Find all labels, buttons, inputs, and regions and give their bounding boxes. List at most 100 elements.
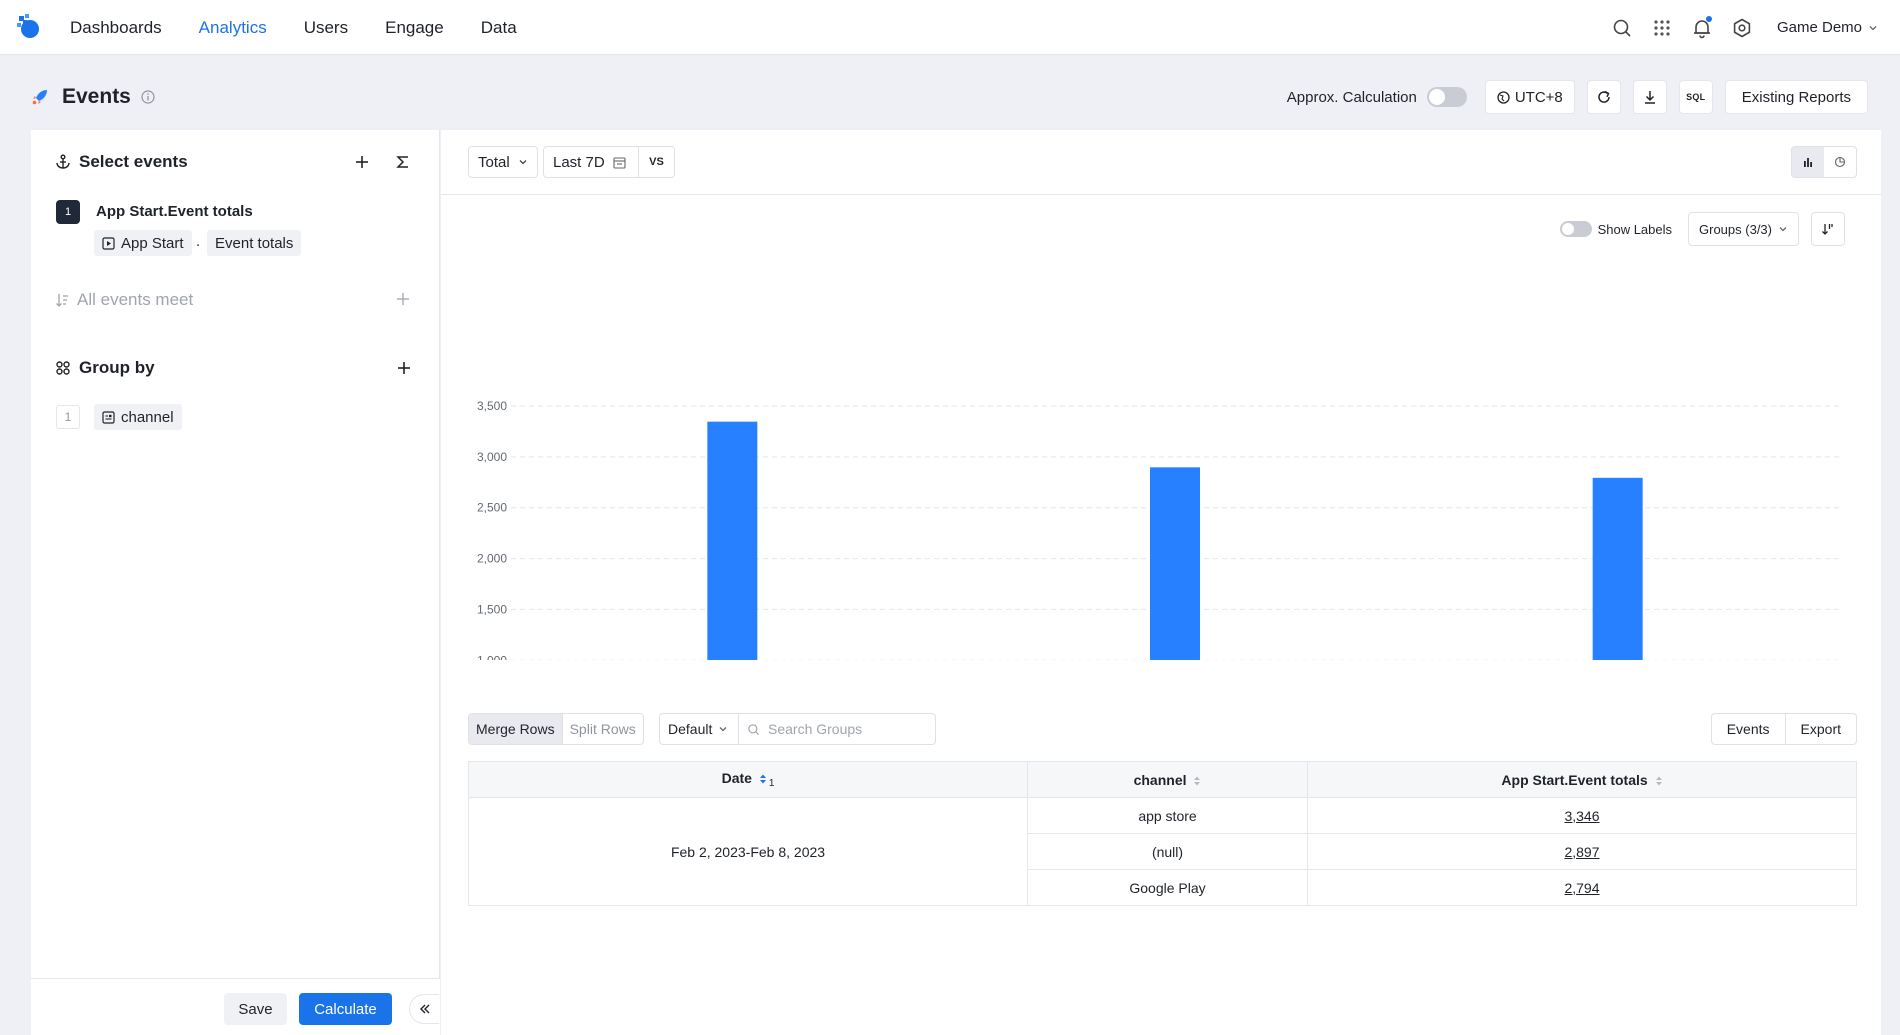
date-column-header[interactable]: Date 1 <box>468 761 1028 798</box>
group-icon <box>56 361 70 375</box>
existing-reports-button[interactable]: Existing Reports <box>1724 80 1868 114</box>
sort-icon <box>1822 224 1833 235</box>
merge-rows-button[interactable]: Merge Rows <box>469 714 563 744</box>
sigma-icon <box>396 156 408 168</box>
channel-cell: Google Play <box>1027 869 1308 906</box>
formula-button[interactable] <box>396 154 410 170</box>
filter-icon <box>56 294 68 307</box>
search-icon[interactable] <box>1611 17 1633 39</box>
chip-separator: . <box>196 233 201 250</box>
date-range-picker[interactable]: Last 7D <box>543 146 639 178</box>
events-button[interactable]: Events <box>1712 714 1786 744</box>
timezone-button[interactable]: UTC+8 <box>1484 80 1575 114</box>
nav-users[interactable]: Users <box>303 17 349 37</box>
table-row: Google Play 2,794 <box>469 869 1857 906</box>
top-nav: Dashboards Analytics Users Engage Data G… <box>0 0 1900 55</box>
apps-grid-icon[interactable] <box>1651 17 1673 39</box>
nav-data[interactable]: Data <box>480 17 517 37</box>
metric-chip-label: Event totals <box>215 234 294 252</box>
plus-icon <box>397 293 409 305</box>
date-range-cell: Feb 2, 2023-Feb 8, 2023 <box>468 797 1028 906</box>
y-tick-label: 1,000 <box>477 653 507 660</box>
chart-sort-button[interactable] <box>1811 212 1845 246</box>
nav-dashboards[interactable]: Dashboards <box>70 17 162 37</box>
group-property-chip[interactable]: channel <box>94 404 182 430</box>
page-title: Events <box>62 85 131 108</box>
refresh-button[interactable] <box>1586 80 1621 114</box>
channel-column-header[interactable]: channel <box>1027 761 1308 798</box>
value-link[interactable]: 2,794 <box>1564 879 1600 896</box>
event-chip-label: App Start <box>121 234 184 252</box>
add-group-button[interactable] <box>396 360 412 376</box>
table-sort-select[interactable]: Default <box>659 713 739 745</box>
approx-calculation-toggle[interactable] <box>1426 87 1467 107</box>
chevron-down-icon <box>1869 25 1877 30</box>
aggregation-label: Total <box>478 153 510 171</box>
select-events-header: Select events <box>55 152 188 172</box>
value-link[interactable]: 2,897 <box>1564 843 1600 860</box>
all-events-meet-header[interactable]: All events meet <box>55 290 193 310</box>
value-cell: 3,346 <box>1307 797 1857 834</box>
search-groups-input[interactable] <box>768 721 918 737</box>
show-labels-label: Show Labels <box>1597 221 1673 237</box>
all-events-meet-label: All events meet <box>77 290 194 309</box>
pie-chart-view-button[interactable] <box>1824 147 1856 177</box>
split-rows-button[interactable]: Split Rows <box>569 721 636 737</box>
bar <box>707 421 758 660</box>
sort-index: 1 <box>768 778 775 789</box>
save-button[interactable]: Save <box>224 993 287 1025</box>
project-name: Game Demo <box>1776 19 1862 36</box>
export-button[interactable]: Export <box>1800 721 1841 737</box>
page-header: Events <box>30 80 155 114</box>
channel-header-label: channel <box>1133 771 1187 788</box>
groups-select[interactable]: Groups (3/3) <box>1688 212 1799 246</box>
groups-label: Groups (3/3) <box>1699 221 1772 237</box>
calculate-button[interactable]: Calculate <box>299 993 392 1025</box>
download-icon <box>1644 91 1655 104</box>
sort-icon[interactable] <box>759 773 767 785</box>
anchor-icon <box>56 154 70 169</box>
add-event-button[interactable] <box>354 154 370 170</box>
plus-icon <box>398 362 410 374</box>
event-chip[interactable]: App Start <box>94 230 192 256</box>
bar <box>1150 467 1200 660</box>
add-filter-button[interactable] <box>396 292 410 306</box>
aggregation-select[interactable]: Total <box>468 146 538 178</box>
value-cell: 2,794 <box>1307 869 1857 906</box>
metric-chip[interactable]: Event totals <box>207 230 302 256</box>
date-range-label: Last 7D <box>553 153 605 171</box>
project-switcher[interactable]: Game Demo <box>1777 19 1878 36</box>
info-icon[interactable] <box>141 90 155 104</box>
bar-chart-view-button[interactable] <box>1792 147 1824 177</box>
bell-icon[interactable] <box>1691 15 1713 39</box>
sql-button[interactable]: SQL <box>1678 80 1713 114</box>
metric-column-header[interactable]: App Start.Event totals <box>1307 761 1857 798</box>
sort-icon[interactable] <box>1193 775 1201 787</box>
globe-icon <box>1497 90 1510 104</box>
chart-controls: Show Labels Groups (3/3) <box>1559 212 1845 246</box>
double-chevron-left-icon <box>419 1004 429 1014</box>
nav-engage[interactable]: Engage <box>385 17 444 37</box>
compare-button[interactable]: VS <box>639 146 675 178</box>
row-mode-toggle: Merge Rows Split Rows <box>468 713 644 745</box>
table-row: (null) 2,897 <box>469 833 1857 870</box>
collapse-panel-button[interactable] <box>409 994 439 1024</box>
search-groups-box <box>738 713 936 745</box>
timezone-label: UTC+8 <box>1514 88 1563 106</box>
channel-cell: (null) <box>1027 833 1308 870</box>
show-labels-toggle[interactable] <box>1559 221 1592 237</box>
download-button[interactable] <box>1632 80 1667 114</box>
rocket-icon <box>32 90 47 105</box>
nav-analytics[interactable]: Analytics <box>198 17 267 37</box>
value-link[interactable]: 3,346 <box>1564 807 1600 824</box>
value-cell: 2,897 <box>1307 833 1857 870</box>
report-panel: Total Last 7D VS Show Labels Groups (3/3… <box>441 130 1881 1035</box>
y-tick-label: 3,500 <box>477 399 507 413</box>
event-metric-name: App Start.Event totals <box>96 203 253 220</box>
group-number-badge: 1 <box>56 405 80 429</box>
settings-icon[interactable] <box>1731 17 1753 39</box>
sort-icon[interactable] <box>1655 775 1663 787</box>
main-nav: Dashboards Analytics Users Engage Data <box>70 0 554 55</box>
app-logo[interactable] <box>14 12 44 42</box>
